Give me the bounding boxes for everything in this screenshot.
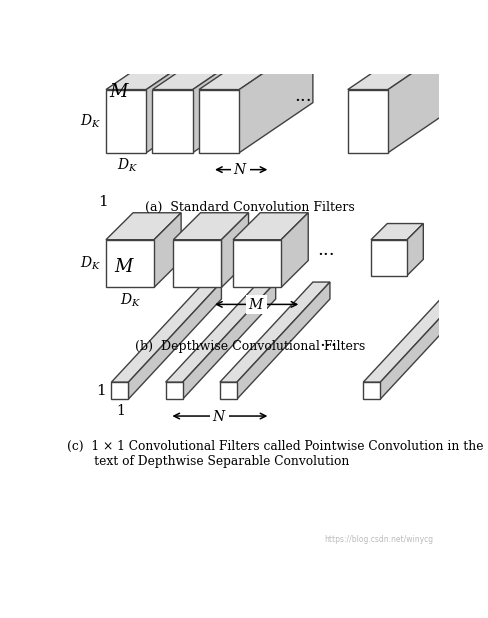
Polygon shape (237, 282, 330, 399)
Polygon shape (154, 213, 181, 287)
Polygon shape (233, 240, 281, 287)
Polygon shape (371, 240, 407, 276)
Polygon shape (363, 382, 380, 399)
Polygon shape (199, 40, 313, 90)
Text: $M$: $M$ (248, 297, 264, 312)
Text: ...: ... (317, 241, 335, 259)
Polygon shape (106, 240, 154, 287)
Text: $M$: $M$ (114, 258, 135, 276)
Text: $D_K$: $D_K$ (80, 255, 102, 273)
Polygon shape (239, 40, 313, 153)
Polygon shape (106, 90, 146, 153)
Polygon shape (371, 224, 423, 240)
Polygon shape (348, 90, 388, 153)
Polygon shape (183, 282, 276, 399)
Polygon shape (146, 40, 220, 153)
Polygon shape (222, 213, 248, 287)
Polygon shape (348, 40, 462, 90)
Polygon shape (111, 382, 128, 399)
Polygon shape (281, 213, 308, 287)
Polygon shape (193, 40, 266, 153)
Text: https://blog.csdn.net/winycg: https://blog.csdn.net/winycg (324, 535, 433, 544)
Text: $1$: $1$ (98, 194, 107, 209)
Text: $N$: $N$ (233, 162, 248, 177)
Text: (a)  Standard Convolution Filters: (a) Standard Convolution Filters (145, 201, 355, 214)
Text: ...: ... (294, 87, 312, 104)
Text: $M$: $M$ (109, 83, 130, 101)
Text: (c)  1 × 1 Convolutional Filters called Pointwise Convolution in the con-
      : (c) 1 × 1 Convolutional Filters called P… (67, 440, 488, 468)
Polygon shape (220, 282, 330, 382)
Polygon shape (363, 282, 473, 382)
Text: $D_K$: $D_K$ (117, 156, 138, 174)
Polygon shape (152, 90, 193, 153)
Text: $1$: $1$ (116, 403, 125, 418)
Polygon shape (233, 213, 308, 240)
Polygon shape (128, 282, 222, 399)
Text: ...: ... (320, 332, 337, 350)
Polygon shape (111, 282, 222, 382)
Polygon shape (388, 40, 462, 153)
Polygon shape (173, 213, 248, 240)
Polygon shape (173, 240, 222, 287)
Text: $1$: $1$ (97, 383, 106, 398)
Text: $D_K$: $D_K$ (80, 112, 102, 130)
Polygon shape (199, 90, 239, 153)
Text: (b)  Depthwise Convolutional Filters: (b) Depthwise Convolutional Filters (135, 340, 365, 353)
Polygon shape (165, 382, 183, 399)
Text: $D_K$: $D_K$ (120, 291, 142, 309)
Text: $N$: $N$ (212, 408, 227, 423)
Polygon shape (106, 40, 220, 90)
Polygon shape (165, 282, 276, 382)
Polygon shape (152, 40, 266, 90)
Polygon shape (380, 282, 473, 399)
Polygon shape (106, 213, 181, 240)
Polygon shape (407, 224, 423, 276)
Polygon shape (220, 382, 237, 399)
